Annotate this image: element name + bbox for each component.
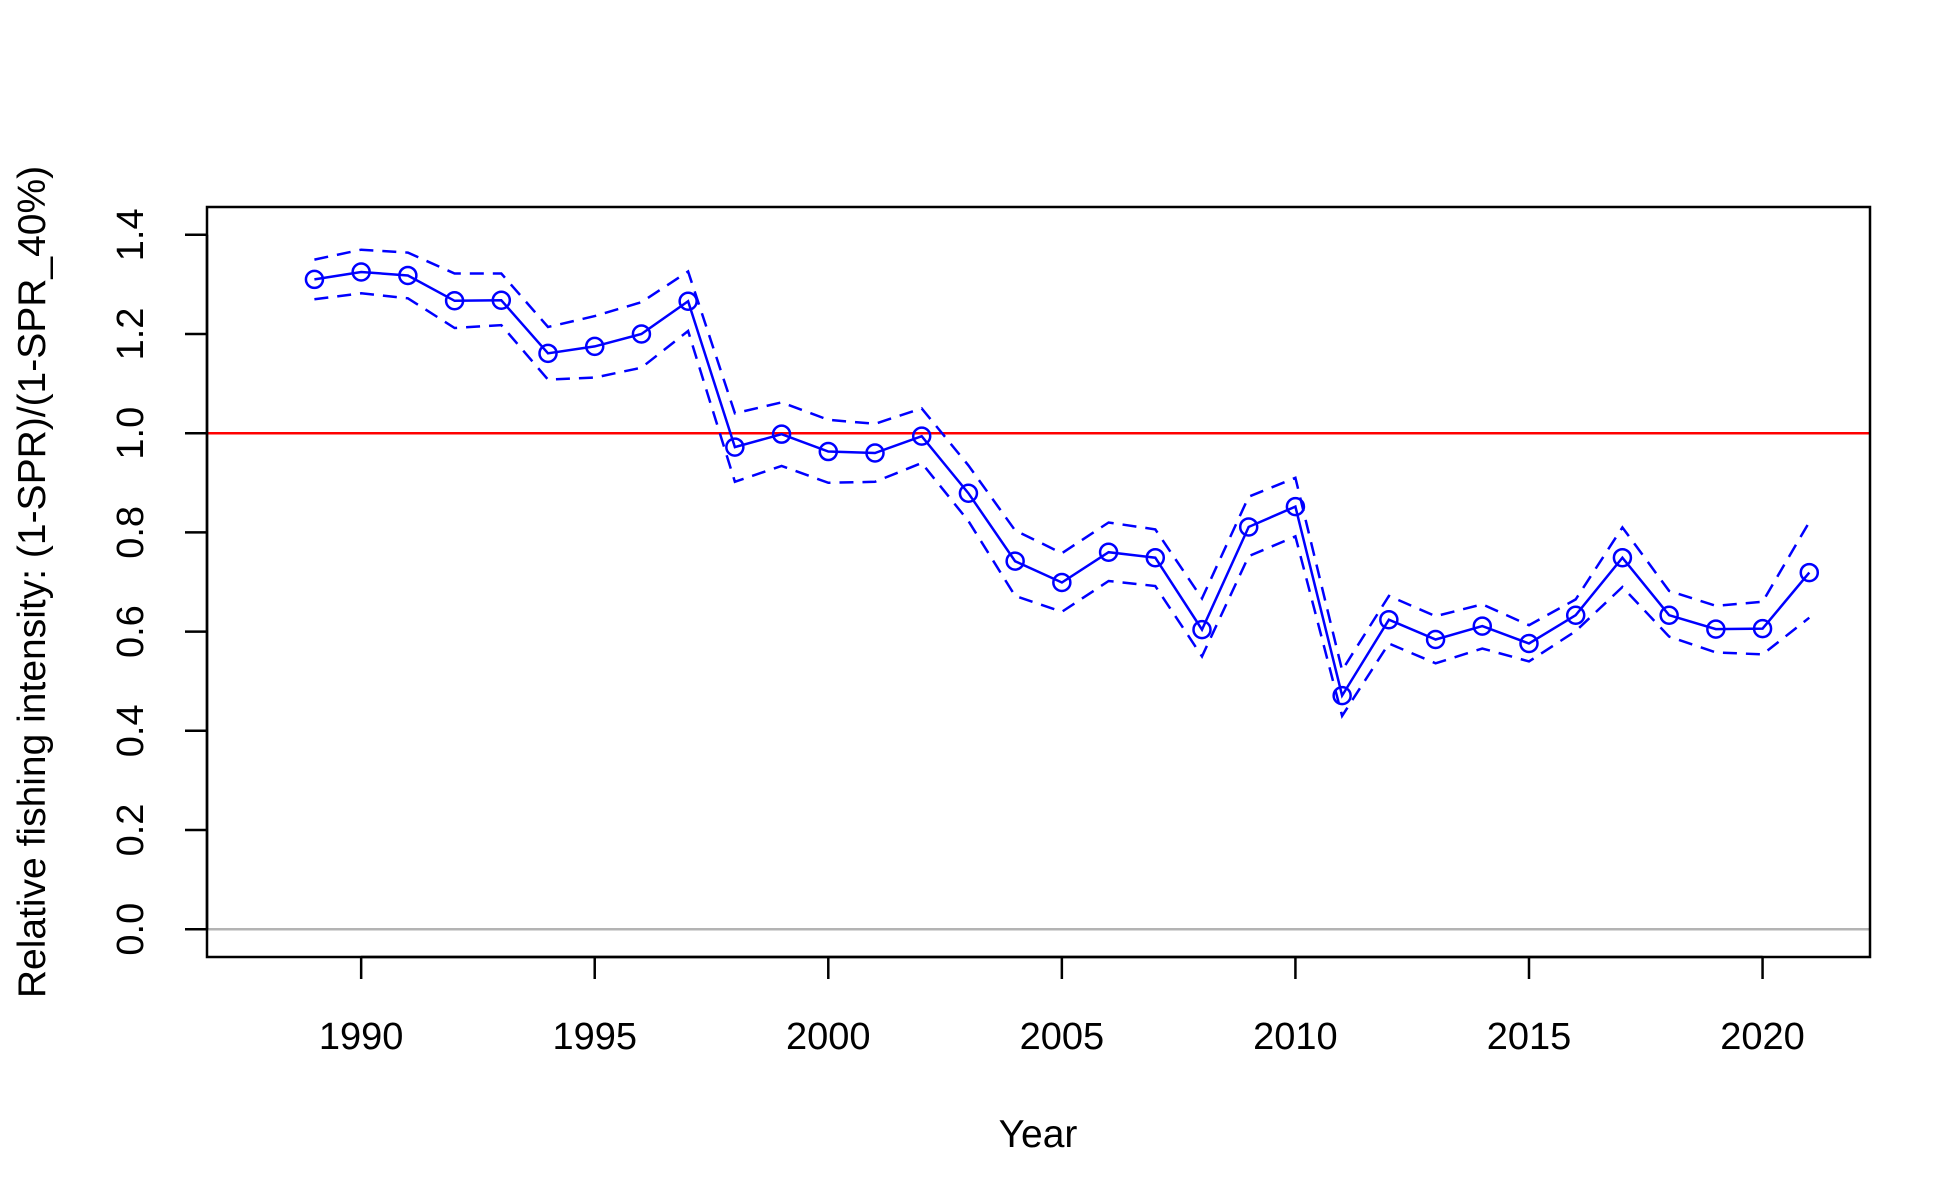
y-tick-label: 0.0	[110, 903, 152, 956]
data-point-2008	[1192, 619, 1212, 640]
data-point-1991	[398, 265, 418, 286]
data-point-2005	[1052, 572, 1072, 593]
y-tick-label: 0.6	[110, 605, 152, 658]
data-point-2001	[865, 443, 885, 463]
x-tick-label: 2000	[786, 1016, 871, 1058]
data-point-2006	[1098, 542, 1119, 562]
data-point-2020	[1752, 618, 1773, 639]
y-tick-label: 1.4	[110, 208, 152, 261]
x-tick-label: 1990	[319, 1016, 404, 1058]
data-point-1999	[771, 424, 792, 444]
data-point-1990	[351, 262, 371, 282]
series-estimate-line	[314, 270, 1811, 699]
x-tick-label: 2010	[1253, 1016, 1338, 1058]
x-tick-label: 2020	[1720, 1016, 1805, 1058]
y-tick-label: 0.4	[110, 704, 152, 757]
data-point-2007	[1145, 547, 1166, 568]
data-point-1992	[444, 291, 465, 311]
data-point-2013	[1425, 629, 1446, 650]
data-point-2010	[1285, 496, 1306, 517]
data-point-2009	[1238, 517, 1259, 537]
data-point-2017	[1612, 547, 1633, 568]
series-lower-line	[314, 292, 1811, 719]
data-point-2016	[1565, 605, 1586, 625]
data-point-2003	[958, 483, 979, 503]
x-tick-label: 1995	[552, 1016, 637, 1058]
data-point-1996	[631, 324, 652, 344]
y-tick-label: 0.8	[110, 506, 152, 559]
data-point-1989	[304, 269, 325, 290]
x-axis-title: Year	[999, 1113, 1078, 1156]
data-point-1994	[538, 343, 558, 364]
y-axis: 0.0 0.2 0.4 0.6 0.8 1.0 1.2 1.4	[110, 208, 209, 956]
plot-frame	[205, 205, 1872, 959]
data-point-2004	[1005, 551, 1025, 571]
reference-lines	[207, 431, 1870, 931]
data-point-2002	[911, 426, 932, 446]
x-axis: 1990 1995 2000 2005 2010 2015 2020	[319, 955, 1805, 1058]
data-point-1998	[725, 437, 745, 457]
series-upper-line	[314, 248, 1811, 674]
data-point-2014	[1472, 616, 1493, 636]
data-point-2021	[1799, 562, 1820, 583]
data-point-2000	[818, 441, 839, 462]
data-point-1993	[491, 290, 512, 311]
x-tick-label: 2015	[1487, 1016, 1572, 1058]
data-point-2011	[1332, 685, 1352, 706]
data-point-2012	[1379, 609, 1399, 630]
data-point-2015	[1519, 633, 1539, 654]
y-tick-label: 1.0	[110, 407, 152, 460]
x-tick-label: 2005	[1020, 1016, 1105, 1058]
y-tick-label: 1.2	[110, 308, 152, 361]
data-point-1995	[584, 336, 605, 357]
data-point-2019	[1706, 619, 1726, 639]
y-axis-title: Relative fishing intensity: (1-SPR)/(1-S…	[11, 166, 54, 998]
data-point-2018	[1659, 605, 1679, 625]
series-layer	[304, 248, 1820, 719]
y-tick-label: 0.2	[110, 804, 152, 857]
